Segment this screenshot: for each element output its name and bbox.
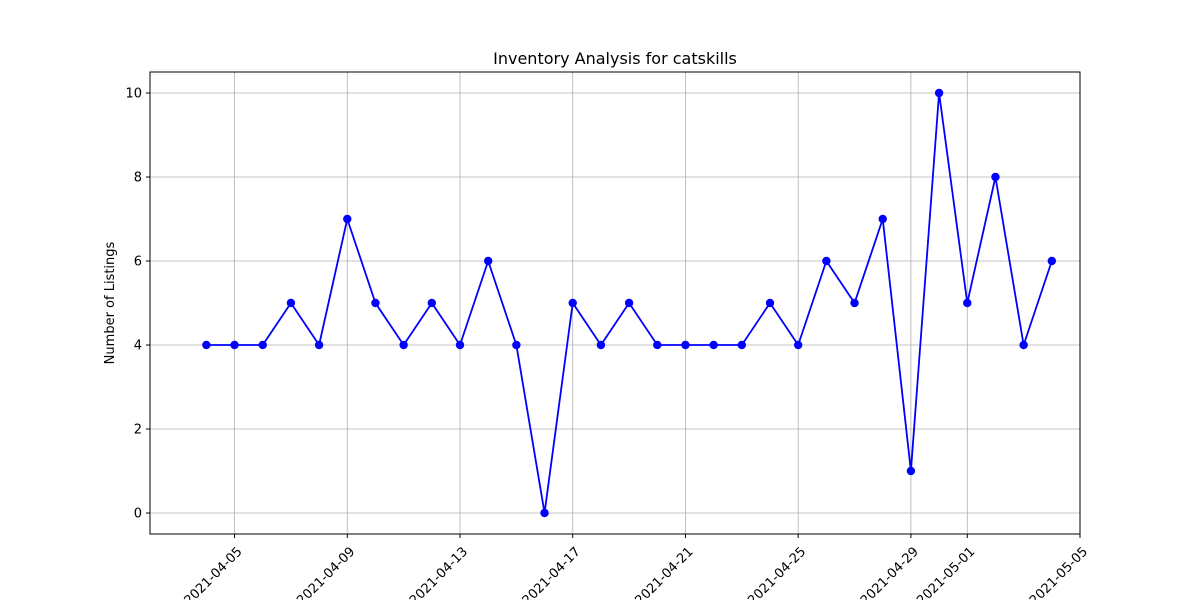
data-point	[906, 466, 916, 476]
data-point	[850, 298, 859, 308]
data-point	[1047, 256, 1057, 266]
x-tick-label: 2021-04-29	[858, 544, 922, 600]
data-point	[258, 340, 267, 350]
data-point	[399, 340, 408, 350]
y-tick-label: 10	[125, 87, 142, 102]
data-point	[314, 340, 324, 350]
data-point	[512, 340, 521, 350]
data-point	[681, 340, 690, 350]
data-point	[230, 340, 239, 350]
data-point	[483, 256, 493, 266]
x-tick-label: 2021-04-25	[745, 544, 809, 600]
plot-area-frame	[149, 71, 1081, 535]
data-point	[653, 340, 662, 350]
data-point	[286, 298, 296, 308]
data-point	[709, 340, 718, 350]
x-tick-label: 2021-05-05	[1027, 544, 1091, 600]
data-point	[963, 298, 972, 308]
x-tick-label: 2021-04-17	[520, 544, 584, 600]
data-point	[371, 298, 380, 308]
data-point	[737, 340, 747, 350]
data-point	[540, 508, 549, 518]
data-point	[1019, 340, 1028, 350]
data-point	[624, 298, 634, 308]
x-tick-label: 2021-04-05	[182, 544, 246, 600]
x-tick-label: 2021-05-01	[914, 544, 978, 600]
y-tick-label: 8	[134, 171, 142, 186]
data-point	[202, 340, 211, 350]
data-point	[765, 298, 775, 308]
y-tick-label: 0	[134, 507, 142, 522]
data-point	[596, 340, 606, 350]
x-tick-label: 2021-04-21	[632, 544, 696, 600]
y-axis-label: Number of Listings	[103, 241, 118, 364]
data-point	[343, 214, 352, 224]
chart-title: Inventory Analysis for catskills	[493, 49, 737, 68]
y-tick-label: 4	[134, 339, 142, 354]
data-point	[991, 172, 1000, 182]
data-point	[455, 340, 465, 350]
y-tick-label: 6	[134, 255, 142, 270]
data-point	[568, 298, 577, 308]
tick-layer: 0 2 4 6 8 10 2021-04-05 2021-04-09 2021-04-13 202…	[125, 87, 1091, 600]
x-tick-label: 2021-04-09	[294, 544, 358, 600]
data-point	[427, 298, 437, 308]
data-point	[934, 88, 944, 98]
series-layer	[202, 88, 1057, 518]
y-tick-label: 2	[134, 423, 142, 438]
data-point	[878, 214, 887, 224]
data-point	[793, 340, 803, 350]
x-tick-label: 2021-04-13	[407, 544, 471, 600]
data-point	[822, 256, 831, 266]
